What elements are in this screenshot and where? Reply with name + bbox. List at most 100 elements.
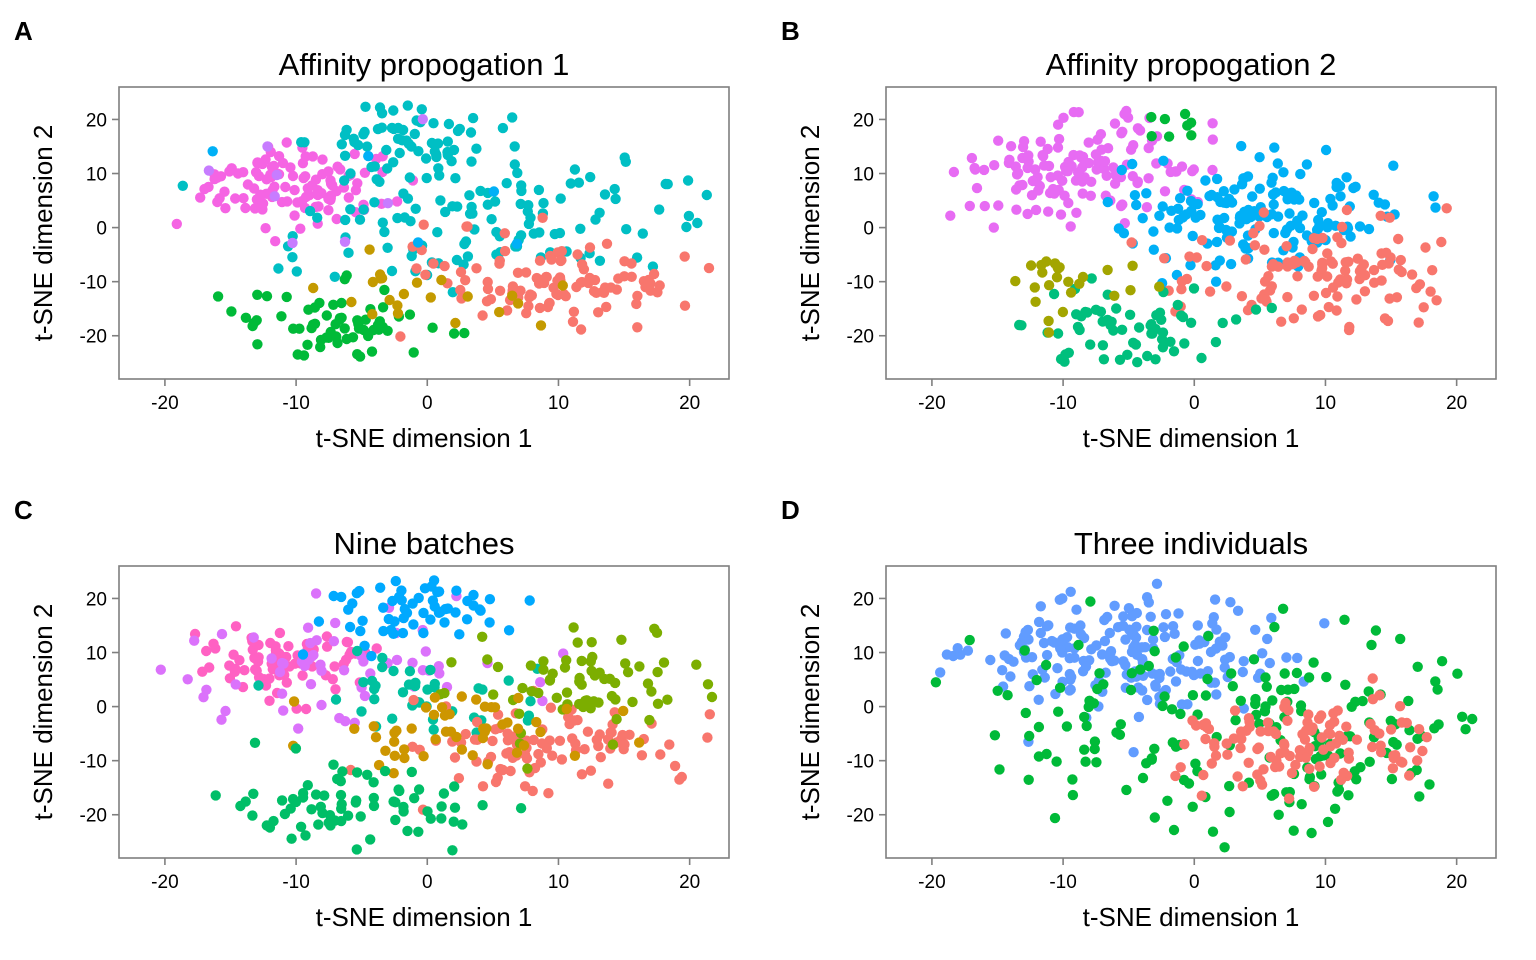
data-point xyxy=(328,590,339,602)
data-point xyxy=(155,664,166,675)
data-point xyxy=(1286,187,1297,198)
data-point xyxy=(1281,652,1292,663)
data-point xyxy=(1132,357,1143,368)
data-point xyxy=(389,736,400,747)
data-point xyxy=(201,645,212,657)
data-point xyxy=(339,150,351,161)
data-point xyxy=(395,331,406,342)
data-point xyxy=(1043,206,1054,217)
data-point xyxy=(1351,734,1363,745)
y-tick-label: 20 xyxy=(853,110,874,131)
data-point xyxy=(681,221,692,233)
data-point xyxy=(240,202,251,214)
data-point xyxy=(473,683,484,694)
data-point xyxy=(328,759,339,770)
data-point xyxy=(1096,649,1108,660)
data-point xyxy=(1073,107,1084,118)
data-point xyxy=(378,625,389,637)
data-point xyxy=(1343,324,1355,336)
data-point xyxy=(249,737,261,748)
data-point xyxy=(994,764,1005,775)
data-point xyxy=(366,650,377,662)
data-point xyxy=(388,665,399,677)
data-point xyxy=(1175,708,1186,720)
data-point xyxy=(1213,222,1225,234)
data-point xyxy=(1341,721,1352,732)
data-point xyxy=(1320,287,1332,299)
data-point xyxy=(369,683,380,695)
data-point xyxy=(432,227,443,238)
data-point xyxy=(446,156,457,167)
panel-label: B xyxy=(781,16,800,46)
data-point xyxy=(1332,291,1343,302)
data-point xyxy=(228,649,239,660)
data-point xyxy=(1401,717,1413,729)
data-point xyxy=(1095,129,1107,140)
y-tick-label: -20 xyxy=(80,327,107,348)
data-point xyxy=(1278,738,1290,749)
data-point xyxy=(1237,666,1249,678)
data-point xyxy=(519,781,531,792)
data-point xyxy=(1282,291,1293,303)
data-point xyxy=(1111,303,1122,314)
data-point xyxy=(1412,661,1423,672)
y-tick-label: 10 xyxy=(853,644,874,665)
data-point xyxy=(535,677,546,688)
data-point xyxy=(1366,639,1377,651)
data-point xyxy=(428,709,440,720)
data-point xyxy=(247,810,258,821)
data-point xyxy=(448,144,460,156)
data-point xyxy=(492,772,503,783)
data-point xyxy=(418,219,429,230)
data-point xyxy=(477,732,489,744)
data-point xyxy=(1207,134,1219,145)
data-point xyxy=(1384,212,1396,223)
data-point xyxy=(1171,223,1183,234)
data-point xyxy=(1071,604,1082,615)
data-point xyxy=(1308,233,1320,244)
data-point xyxy=(1452,668,1463,679)
data-point xyxy=(420,153,432,164)
data-point xyxy=(325,820,336,831)
data-point xyxy=(1057,175,1068,186)
data-point xyxy=(306,651,317,662)
data-point xyxy=(1098,354,1110,365)
data-point xyxy=(514,708,525,719)
data-point xyxy=(706,691,718,703)
data-point xyxy=(1253,742,1265,753)
data-point xyxy=(591,734,602,745)
data-point xyxy=(212,291,224,302)
data-point xyxy=(346,296,357,308)
data-point xyxy=(1158,622,1169,633)
data-point xyxy=(1148,625,1159,636)
data-point xyxy=(952,643,963,654)
data-point xyxy=(969,162,980,174)
data-point xyxy=(1008,656,1019,667)
data-point xyxy=(1170,770,1181,782)
data-point xyxy=(1314,761,1325,772)
data-point xyxy=(300,830,311,841)
data-point xyxy=(525,660,537,671)
data-point xyxy=(621,224,632,235)
data-point xyxy=(1188,283,1200,294)
data-point xyxy=(1236,291,1248,302)
data-point xyxy=(392,212,403,224)
y-tick-label: 0 xyxy=(96,219,107,240)
data-point xyxy=(568,715,580,726)
data-point xyxy=(1212,192,1223,203)
data-point xyxy=(1259,705,1271,717)
data-point xyxy=(1269,142,1280,153)
data-point xyxy=(1200,733,1211,745)
data-point xyxy=(388,105,399,116)
data-point xyxy=(1158,155,1169,166)
y-tick-label: -10 xyxy=(847,273,874,294)
data-point xyxy=(342,637,354,648)
data-point xyxy=(525,289,536,300)
data-point xyxy=(482,283,494,295)
data-point xyxy=(1172,299,1184,311)
data-point xyxy=(389,616,400,627)
data-point xyxy=(1011,204,1022,215)
data-point xyxy=(283,641,294,652)
data-point xyxy=(482,199,493,210)
data-point xyxy=(1343,256,1354,267)
